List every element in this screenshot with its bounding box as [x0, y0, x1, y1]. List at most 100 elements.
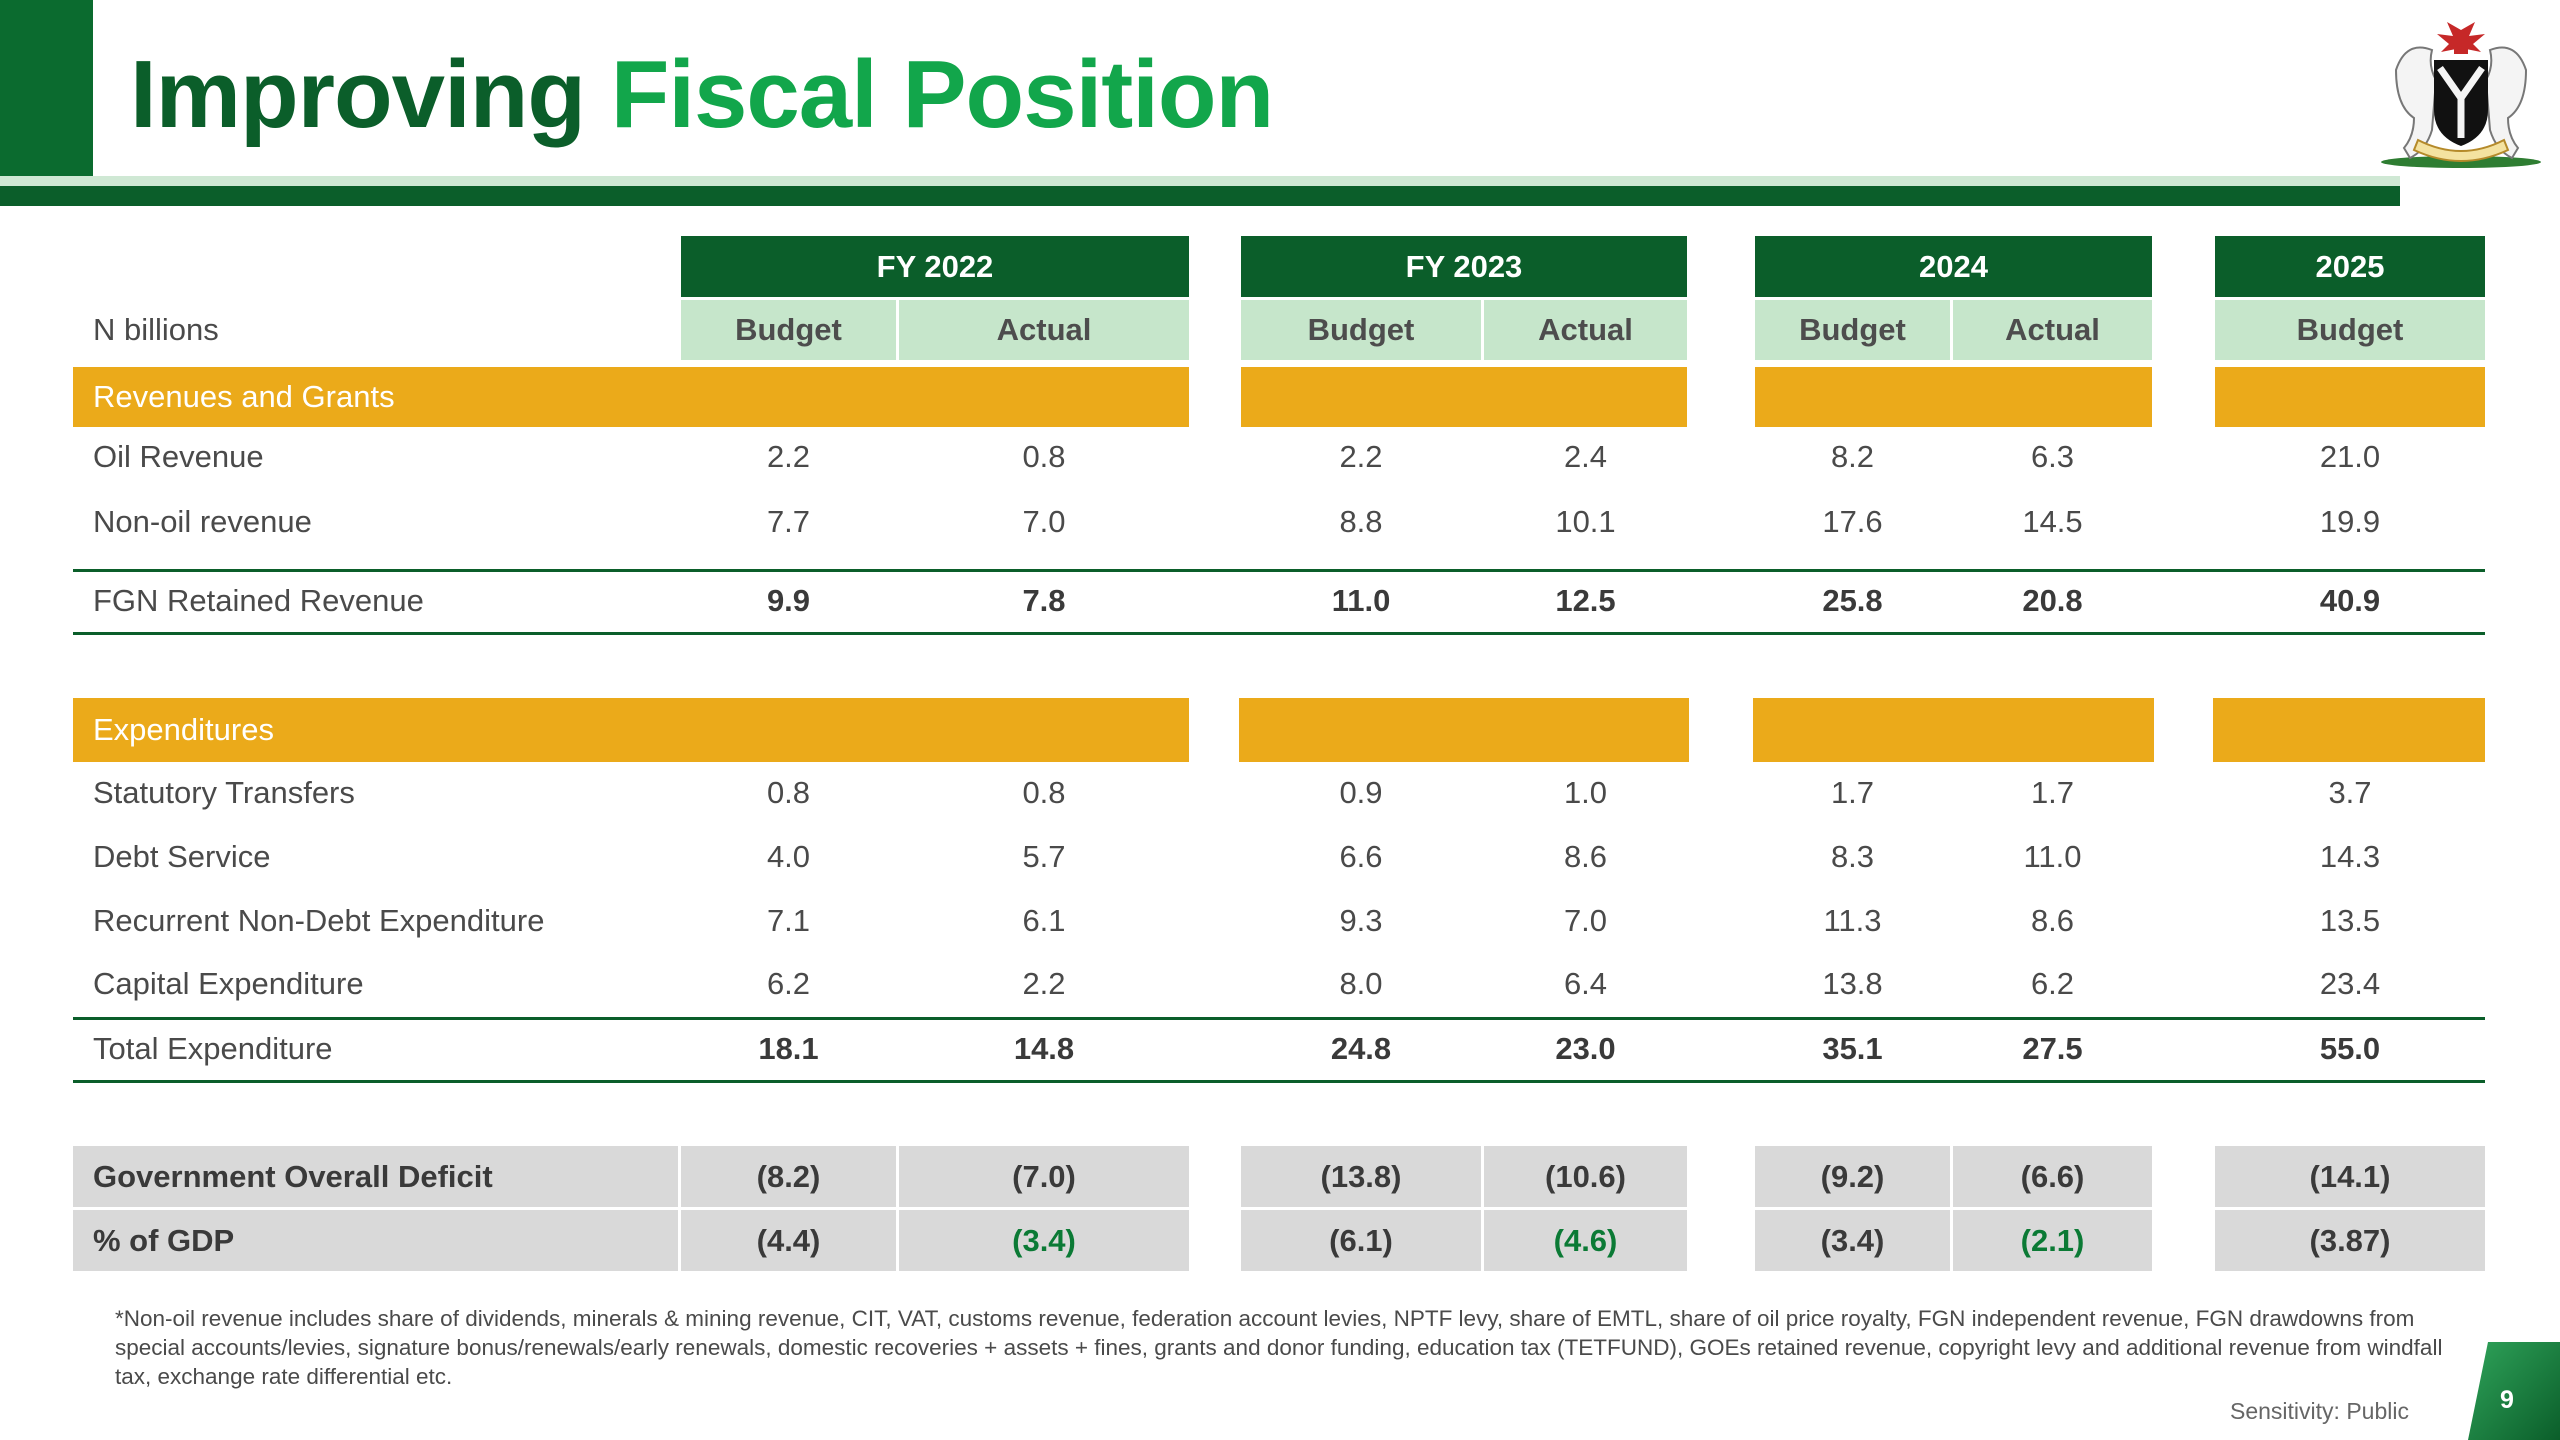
row-value-nonoil-2: 8.8: [1339, 504, 1383, 539]
row-value-fgn-5: 20.8: [2022, 583, 2083, 618]
page-title: Improving Fiscal Position: [130, 40, 1274, 150]
row-value-fgn-6: 40.9: [2319, 583, 2381, 618]
row-value-deficit-5: (6.6): [2020, 1158, 2085, 1194]
row-value-oil-0: 2.2: [766, 439, 811, 474]
row-value-deficit-6: (14.1): [2309, 1158, 2391, 1194]
row-value-statutory-5: 1.7: [2030, 775, 2075, 810]
subheader-2022-actual: Actual: [899, 300, 1189, 360]
row-label-total: Total Expenditure: [93, 1030, 333, 1066]
footnote: *Non-oil revenue includes share of divid…: [115, 1306, 2443, 1389]
row-label-gdp: % of GDP: [93, 1222, 235, 1258]
row-value-recurrent-4: 11.3: [1823, 903, 1882, 938]
row-value-debt-0: 4.0: [766, 839, 811, 874]
row-value-recurrent-2: 9.3: [1339, 903, 1383, 938]
row-value-capital-4: 13.8: [1822, 966, 1883, 1001]
row-value-recurrent-3: 7.0: [1563, 903, 1608, 938]
row-label-statutory: Statutory Transfers: [93, 775, 355, 810]
row-value-oil-6: 21.0: [2319, 439, 2381, 474]
row-value-recurrent-1: 6.1: [1022, 903, 1066, 938]
row-separator: [73, 1207, 2485, 1210]
row-value-nonoil-5: 14.5: [2022, 504, 2083, 539]
unit-label: N billions: [93, 312, 219, 347]
row-value-total-1: 14.8: [1013, 1030, 1075, 1066]
year-header-fy2022: FY 2022: [681, 236, 1189, 297]
subheader-2023-actual: Actual: [1484, 300, 1687, 360]
row-value-oil-4: 8.2: [1830, 439, 1875, 474]
row-value-nonoil-1: 7.0: [1022, 504, 1066, 539]
row-value-capital-1: 2.2: [1022, 966, 1066, 1001]
row-value-gdp-3: (4.6): [1553, 1222, 1618, 1258]
row-value-total-6: 55.0: [2319, 1030, 2381, 1066]
row-value-total-5: 27.5: [2022, 1030, 2083, 1066]
row-label-debt: Debt Service: [93, 839, 271, 874]
sensitivity-label: Sensitivity: Public: [2230, 1398, 2409, 1424]
row-value-gdp-4: (3.4): [1820, 1222, 1885, 1258]
row-value-statutory-6: 3.7: [2328, 775, 2372, 810]
row-value-total-0: 18.1: [758, 1030, 819, 1066]
rule-below-total: [73, 1080, 2485, 1083]
row-label-nonoil: Non-oil revenue: [93, 504, 312, 539]
row-value-fgn-2: 11.0: [1331, 583, 1391, 618]
row-value-oil-2: 2.2: [1339, 439, 1383, 474]
row-label-oil: Oil Revenue: [93, 439, 264, 474]
header-accent-bar: [0, 0, 93, 176]
row-value-statutory-3: 1.0: [1563, 775, 1608, 810]
section-band-expenditure-2023: [1239, 698, 1689, 762]
row-label-fgn: FGN Retained Revenue: [93, 583, 424, 618]
row-value-total-2: 24.8: [1330, 1030, 1392, 1066]
row-value-fgn-3: 12.5: [1555, 583, 1616, 618]
row-value-statutory-0: 0.8: [766, 775, 811, 810]
row-value-fgn-0: 9.9: [766, 583, 811, 618]
row-value-capital-2: 8.0: [1339, 966, 1383, 1001]
row-value-capital-0: 6.2: [766, 966, 811, 1001]
row-label-recurrent: Recurrent Non-Debt Expenditure: [93, 903, 545, 938]
row-value-gdp-0: (4.4): [756, 1222, 821, 1258]
row-value-gdp-1: (3.4): [1012, 1222, 1076, 1258]
row-value-nonoil-4: 17.6: [1822, 504, 1883, 539]
row-value-nonoil-0: 7.7: [766, 504, 811, 539]
row-value-deficit-0: (8.2): [756, 1158, 821, 1194]
section-band-expenditure-2025: [2213, 698, 2485, 762]
row-value-debt-5: 11.0: [2023, 839, 2082, 874]
row-value-total-3: 23.0: [1555, 1030, 1616, 1066]
row-value-oil-3: 2.4: [1563, 439, 1608, 474]
row-value-recurrent-0: 7.1: [766, 903, 811, 938]
row-value-debt-6: 14.3: [2319, 839, 2381, 874]
row-value-debt-1: 5.7: [1022, 839, 1066, 874]
row-value-statutory-4: 1.7: [1830, 775, 1875, 810]
row-value-debt-4: 8.3: [1830, 839, 1875, 874]
header-rule-light: [0, 176, 2400, 186]
section-band-expenditure-2024: [1753, 698, 2154, 762]
subheader-2025-budget: Budget: [2215, 300, 2485, 360]
row-value-statutory-2: 0.9: [1339, 775, 1383, 810]
year-header-fy2023: FY 2023: [1241, 236, 1687, 297]
row-value-nonoil-3: 10.1: [1555, 504, 1616, 539]
year-header-2024: 2024: [1755, 236, 2152, 297]
title-part-2: Fiscal Position: [610, 41, 1274, 148]
row-label-capital: Capital Expenditure: [93, 966, 364, 1001]
rule-below-fgn: [73, 632, 2485, 635]
row-value-statutory-1: 0.8: [1022, 775, 1066, 810]
row-value-deficit-3: (10.6): [1545, 1158, 1626, 1194]
section-band-revenue-2025: [2215, 367, 2485, 427]
subheader-2022-budget: Budget: [681, 300, 896, 360]
row-value-deficit-4: (9.2): [1820, 1158, 1885, 1194]
rule-above-total: [73, 1017, 2485, 1020]
row-value-fgn-4: 25.8: [1822, 583, 1883, 618]
subheader-2024-actual: Actual: [1953, 300, 2152, 360]
row-value-capital-3: 6.4: [1563, 966, 1608, 1001]
row-value-gdp-6: (3.87): [2309, 1222, 2391, 1258]
section-band-expenditure: [73, 698, 1189, 762]
row-value-fgn-1: 7.8: [1022, 583, 1066, 618]
year-header-2025: 2025: [2215, 236, 2485, 297]
section-band-revenue-2023: [1241, 367, 1687, 427]
rule-above-fgn: [73, 569, 2485, 572]
row-value-debt-2: 6.6: [1339, 839, 1383, 874]
row-value-capital-5: 6.2: [2030, 966, 2075, 1001]
page-number-badge: [2468, 1342, 2560, 1440]
coat-of-arms-icon: [2381, 22, 2541, 168]
row-label-deficit: Government Overall Deficit: [93, 1158, 493, 1194]
row-value-capital-6: 23.4: [2319, 966, 2381, 1001]
row-value-recurrent-6: 13.5: [2319, 903, 2381, 938]
subheader-2024-budget: Budget: [1755, 300, 1950, 360]
